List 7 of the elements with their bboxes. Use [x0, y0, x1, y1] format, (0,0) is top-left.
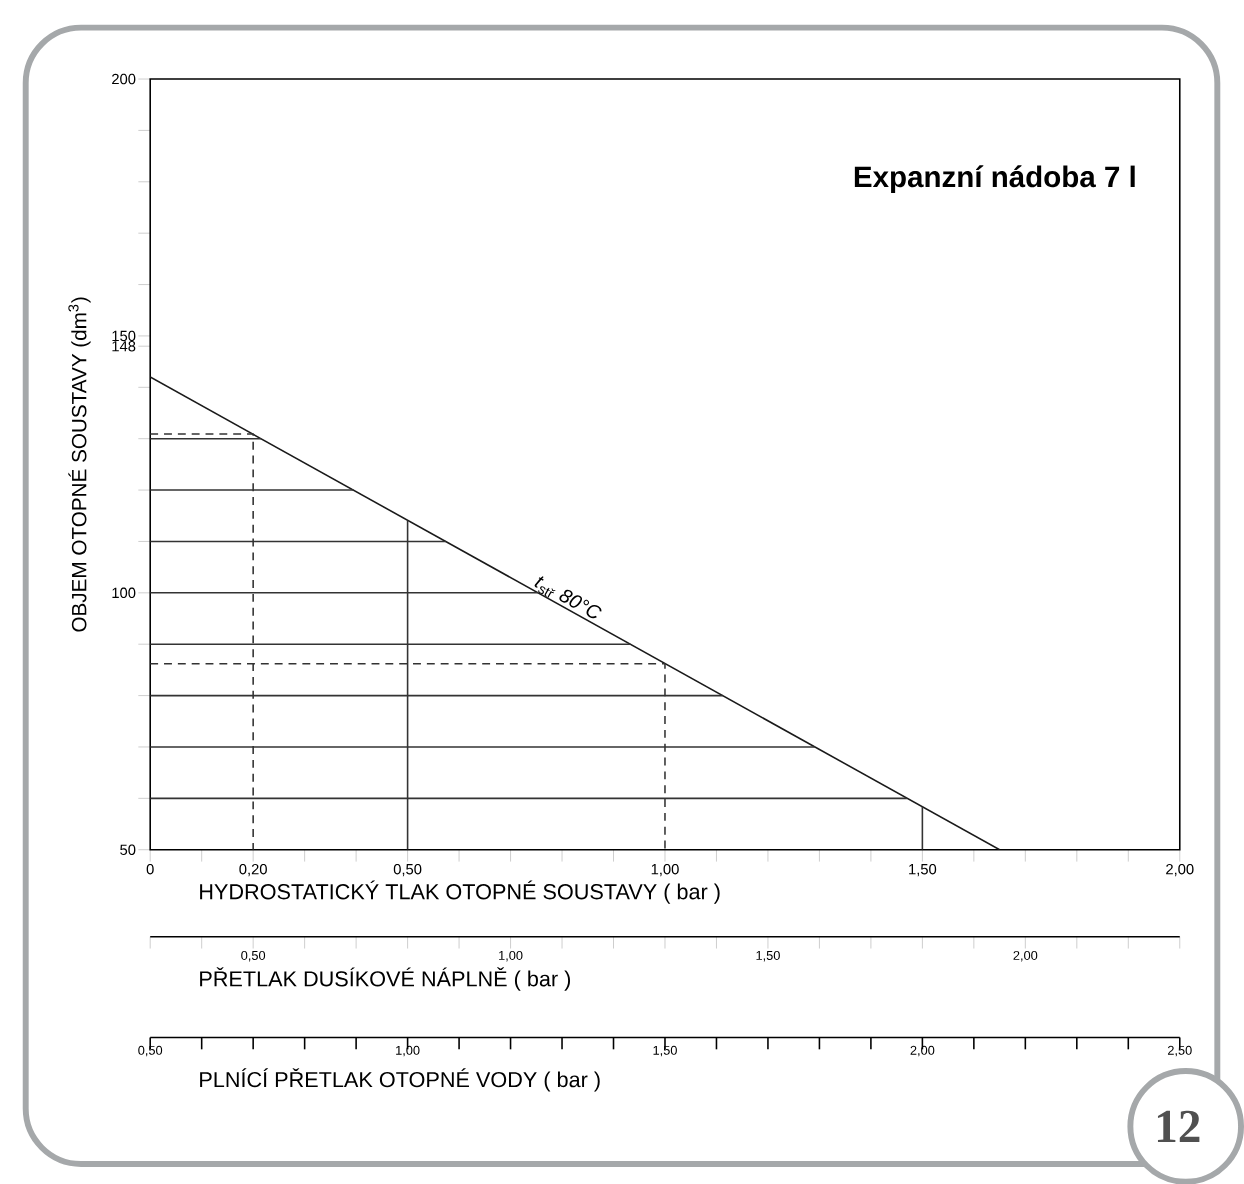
x2-axis-title: PŘETLAK DUSÍKOVÉ NÁPLNĚ ( bar ) [200, 967, 571, 991]
text: 12 [1157, 1110, 1200, 1142]
annotation: t$_{stř}$ 80°C [534, 575, 602, 618]
text: PLNÍCÍ PŘETLAK OTOPNÉ VODY ( bar ) [200, 1067, 600, 1092]
y-axis-title: OBJEM OTOPNÉ SOUSTAVY (dm$^{3}$) [68, 297, 91, 632]
text: Expanzní nádoba 7 l [854, 165, 1135, 193]
x-axis-title: HYDROSTATICKÝ TLAK OTOPNÉ SOUSTAVY ( bar ) [200, 880, 720, 904]
